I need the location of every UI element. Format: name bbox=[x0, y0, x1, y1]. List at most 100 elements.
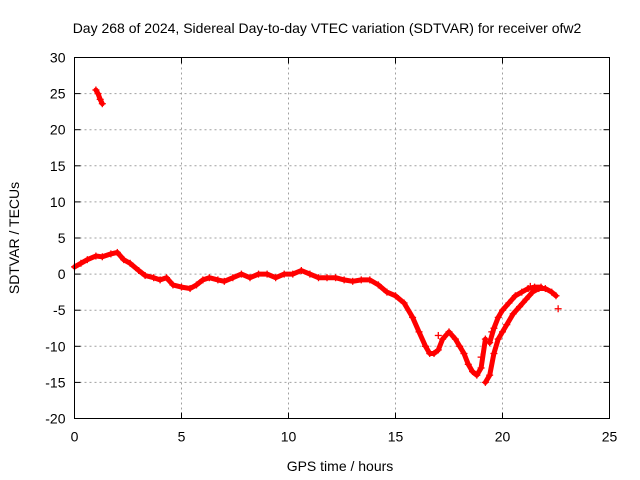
data-layer bbox=[71, 86, 562, 386]
data-point bbox=[94, 90, 102, 98]
data-point bbox=[439, 335, 447, 343]
data-point bbox=[297, 266, 305, 274]
outlier-point bbox=[477, 353, 485, 361]
y-tick-label: -15 bbox=[45, 374, 65, 390]
data-point bbox=[392, 292, 399, 300]
data-point bbox=[400, 299, 408, 307]
data-point bbox=[494, 335, 502, 343]
data-point bbox=[92, 86, 100, 94]
y-tick-label: 0 bbox=[58, 266, 66, 282]
data-point bbox=[229, 274, 237, 282]
data-point bbox=[499, 328, 506, 336]
data-point bbox=[186, 285, 194, 293]
data-point bbox=[537, 283, 545, 291]
x-tick-label: 15 bbox=[388, 429, 404, 445]
data-point bbox=[199, 276, 207, 284]
data-point bbox=[98, 253, 106, 261]
outlier-point bbox=[434, 331, 442, 339]
y-tick-label: 10 bbox=[50, 194, 66, 210]
data-point bbox=[503, 321, 511, 329]
data-point bbox=[96, 95, 104, 103]
data-point bbox=[83, 256, 91, 264]
data-point bbox=[522, 295, 530, 303]
data-point bbox=[430, 350, 438, 358]
data-point bbox=[499, 306, 506, 314]
data-point bbox=[516, 303, 524, 311]
data-point bbox=[415, 328, 423, 336]
data-point bbox=[141, 272, 149, 280]
data-point bbox=[349, 277, 357, 285]
chart-title: Day 268 of 2024, Sidereal Day-to-day VTE… bbox=[73, 20, 582, 36]
data-point bbox=[280, 270, 288, 278]
y-tick-label: 20 bbox=[50, 122, 66, 138]
data-point bbox=[456, 342, 464, 350]
data-point bbox=[98, 100, 106, 108]
y-tick-label: -10 bbox=[45, 338, 65, 354]
data-point bbox=[473, 371, 481, 379]
data-point bbox=[434, 346, 442, 354]
data-point bbox=[552, 292, 560, 300]
data-point bbox=[366, 276, 374, 284]
data-point bbox=[383, 288, 391, 296]
x-tick-label: 10 bbox=[281, 429, 297, 445]
data-point bbox=[460, 350, 468, 358]
outlier-point bbox=[488, 328, 496, 336]
data-point bbox=[445, 328, 453, 336]
data-point bbox=[374, 281, 382, 289]
data-point bbox=[272, 274, 280, 282]
series-line-4 bbox=[93, 87, 105, 107]
data-point bbox=[255, 270, 263, 278]
data-point bbox=[113, 248, 121, 256]
x-axis-title: GPS time / hours bbox=[287, 458, 394, 474]
data-point bbox=[518, 288, 526, 296]
data-point bbox=[511, 292, 519, 300]
data-point bbox=[531, 283, 539, 291]
data-point bbox=[120, 256, 128, 264]
data-point bbox=[77, 259, 85, 267]
series-line-3 bbox=[487, 284, 544, 346]
data-point bbox=[169, 281, 177, 289]
data-point bbox=[421, 342, 429, 350]
data-point bbox=[150, 274, 158, 282]
data-point bbox=[490, 350, 498, 358]
series-line-2 bbox=[482, 286, 559, 385]
y-tick-label: -5 bbox=[53, 302, 66, 318]
data-point bbox=[263, 270, 271, 278]
data-point bbox=[92, 252, 100, 260]
data-point bbox=[107, 250, 115, 258]
data-point bbox=[163, 274, 171, 282]
data-point bbox=[323, 274, 331, 282]
data-point bbox=[340, 276, 348, 284]
x-tick-label: 5 bbox=[178, 429, 186, 445]
data-point bbox=[477, 364, 485, 372]
data-point bbox=[490, 324, 498, 332]
data-point bbox=[220, 277, 228, 285]
y-tick-label: 5 bbox=[58, 230, 66, 246]
data-point bbox=[481, 378, 489, 386]
y-axis-title: SDTVAR / TECUs bbox=[6, 182, 22, 294]
data-point bbox=[357, 276, 365, 284]
data-point bbox=[214, 276, 222, 284]
data-point bbox=[409, 313, 417, 321]
data-point bbox=[486, 371, 494, 379]
data-point bbox=[135, 266, 143, 274]
data-point bbox=[469, 368, 477, 376]
data-point bbox=[548, 288, 556, 296]
data-point bbox=[237, 270, 245, 278]
data-point bbox=[192, 281, 200, 289]
x-tick-label: 20 bbox=[495, 429, 511, 445]
data-point bbox=[126, 259, 134, 267]
y-tick-label: -20 bbox=[45, 411, 65, 427]
data-point bbox=[289, 270, 297, 278]
data-point bbox=[509, 310, 517, 318]
x-tick-label: 0 bbox=[71, 429, 79, 445]
outlier-point bbox=[554, 305, 562, 313]
data-point bbox=[486, 339, 494, 347]
data-point bbox=[464, 360, 472, 368]
data-point bbox=[156, 276, 164, 284]
y-tick-label: 30 bbox=[50, 50, 66, 66]
data-point bbox=[246, 274, 254, 282]
data-point bbox=[494, 313, 502, 321]
data-point bbox=[505, 299, 513, 307]
